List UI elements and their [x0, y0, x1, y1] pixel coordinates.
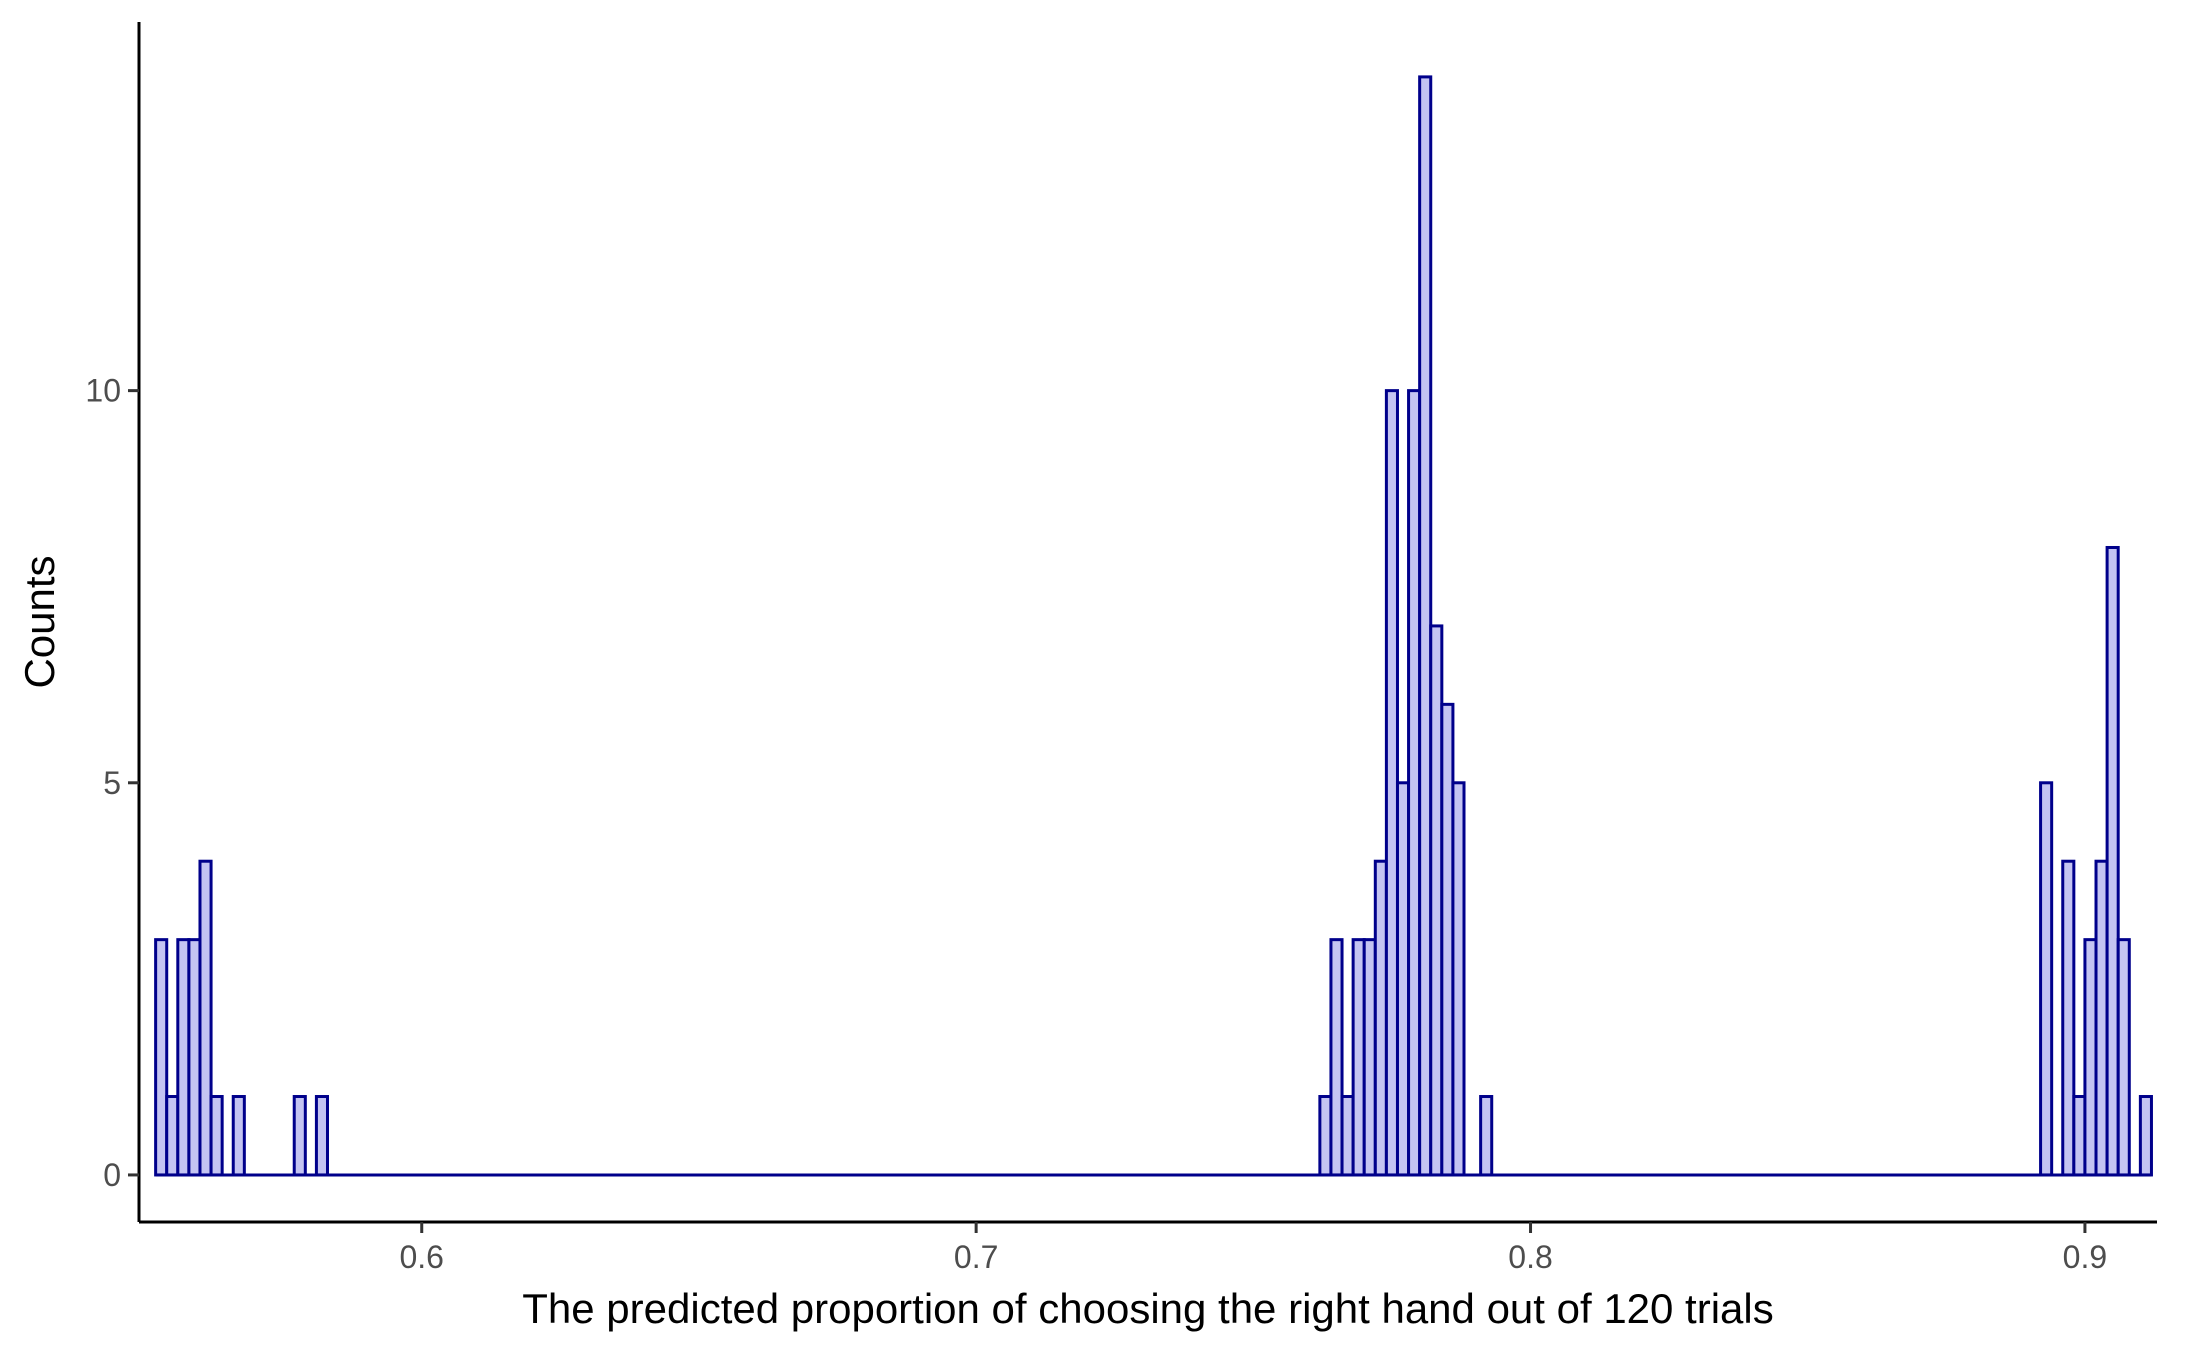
x-axis-title: The predicted proportion of choosing the…: [522, 1285, 1773, 1332]
histogram-bar: [1329, 938, 1344, 1177]
histogram-bar: [2138, 1095, 2153, 1177]
histogram-bar: [1318, 1095, 1333, 1177]
histogram-bar: [1407, 389, 1422, 1177]
y-tick-label: 0: [103, 1157, 121, 1193]
x-tick-label: 0.7: [954, 1239, 998, 1275]
bars-layer: [154, 75, 2153, 1177]
histogram-bar: [187, 938, 202, 1177]
histogram-bar: [1340, 1095, 1355, 1177]
histogram-bar: [231, 1095, 246, 1177]
histogram-bar: [1384, 389, 1399, 1177]
histogram-bar: [154, 938, 169, 1177]
histogram-bar: [2083, 938, 2098, 1177]
histogram-bar: [314, 1095, 329, 1177]
histogram-bar: [1362, 938, 1377, 1177]
histogram-bar: [198, 859, 213, 1177]
histogram-bar: [292, 1095, 307, 1177]
histogram-bar: [165, 1095, 180, 1177]
x-ticks: 0.6 0.7 0.8 0.9: [399, 1222, 2107, 1275]
histogram-bar: [2061, 859, 2076, 1177]
x-tick-label: 0.8: [1508, 1239, 1552, 1275]
histogram-bar: [2116, 938, 2131, 1177]
histogram-bar: [209, 1095, 224, 1177]
histogram-bar: [1440, 702, 1455, 1177]
histogram-bar: [1479, 1095, 1494, 1177]
histogram-bar: [2072, 1095, 2087, 1177]
x-tick-label: 0.9: [2063, 1239, 2107, 1275]
histogram-bar: [176, 938, 191, 1177]
y-ticks: 0 5 10: [85, 373, 139, 1193]
histogram-bar: [1429, 624, 1444, 1177]
histogram-bar: [1351, 938, 1366, 1177]
histogram-bar: [2094, 859, 2109, 1177]
y-tick-label: 10: [85, 373, 121, 409]
histogram-bar: [2105, 545, 2120, 1177]
histogram-bar: [1418, 75, 1433, 1177]
histogram-bar: [1373, 859, 1388, 1177]
histogram-bar: [1395, 781, 1411, 1177]
y-tick-label: 5: [103, 765, 121, 801]
histogram-bar: [1451, 781, 1466, 1177]
histogram-bar: [2039, 781, 2054, 1177]
y-axis-title: Counts: [16, 555, 63, 688]
x-tick-label: 0.6: [399, 1239, 443, 1275]
